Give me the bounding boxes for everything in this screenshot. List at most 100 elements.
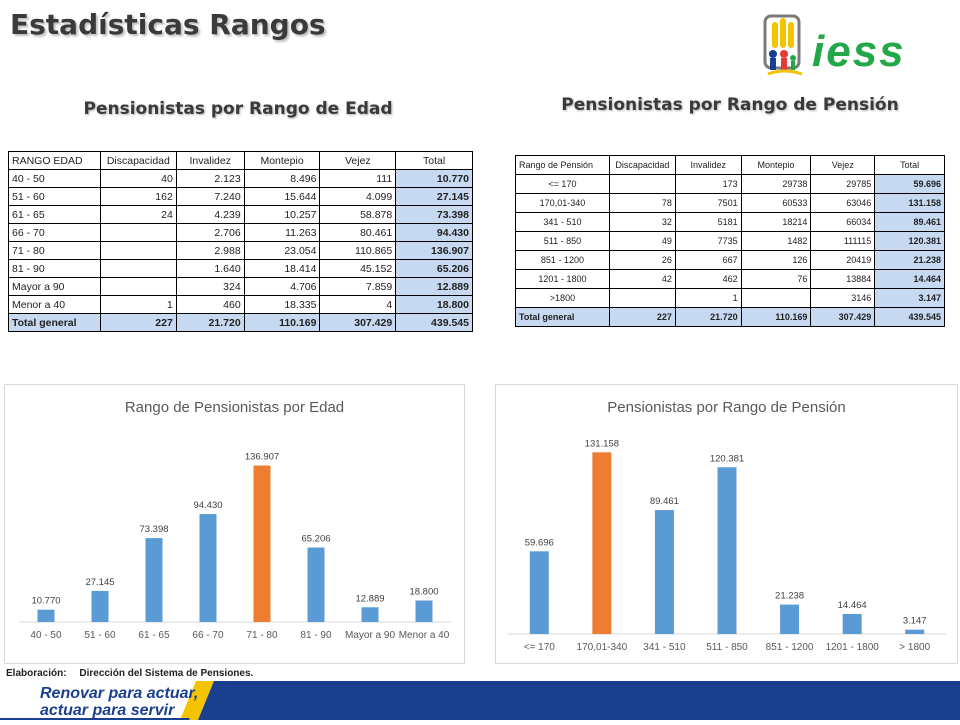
- bar: [37, 609, 55, 622]
- pension-table-cell: 63046: [810, 193, 876, 213]
- pension-table-cell: 7735: [674, 231, 742, 251]
- data-label: 131.158: [585, 438, 619, 449]
- edad-table-row: 51 - 60 162 7.240 15.644 4.099 27.145: [8, 187, 473, 206]
- data-label: 136.907: [245, 452, 279, 463]
- data-label: 59.696: [525, 537, 554, 548]
- pension-table-cell: 18214: [740, 212, 812, 232]
- edad-table-row: 61 - 65 24 4.239 10.257 58.878 73.398: [8, 205, 473, 224]
- bar: [253, 465, 271, 622]
- bar: [842, 613, 862, 634]
- pension-table-cell: 341 - 510: [515, 212, 610, 232]
- x-tick-label: 1201 - 1800: [825, 642, 879, 653]
- pension-table-cell: 3146: [810, 288, 876, 308]
- pension-table-row: <= 170 173 29738 29785 59.696: [515, 174, 945, 194]
- pension-header-row: Rango de Pensión Discapacidad Invalidez Mon…: [515, 155, 945, 175]
- edad-chart: Rango de Pensionistas por Edad 10.770 40 …: [4, 384, 465, 664]
- edad-header-cell: Discapacidad: [99, 151, 177, 170]
- pension-table-cell: 29785: [810, 174, 876, 194]
- data-label: 94.430: [193, 500, 222, 511]
- x-tick-label: 851 - 1200: [766, 642, 814, 653]
- bar: [780, 604, 800, 634]
- pension-header-cell: Discapacidad: [608, 155, 676, 175]
- x-tick-label: <= 170: [524, 642, 556, 653]
- x-tick-label: 71 - 80: [246, 630, 278, 641]
- pension-total-cell: 307.429: [810, 307, 876, 327]
- pension-table-cell: 60533: [740, 193, 812, 213]
- pension-table-cell: 20419: [810, 250, 876, 270]
- iess-logo: iess: [760, 8, 950, 82]
- pension-chart: Pensionistas por Rango de Pensión 59.696…: [495, 384, 958, 664]
- edad-table-cell: 162: [99, 187, 177, 206]
- pension-total-cell: 21.720: [674, 307, 742, 327]
- edad-total-row: Total general 227 21.720 110.169 307.429 439.…: [8, 313, 473, 332]
- pension-table-cell: 13884: [810, 269, 876, 289]
- edad-header-cell: Montepio: [243, 151, 321, 170]
- edad-table-cell: 136.907: [395, 241, 473, 260]
- edad-table-cell: 18.800: [395, 295, 473, 314]
- pension-table-cell: >1800: [515, 288, 610, 308]
- edad-table-cell: 15.644: [243, 187, 321, 206]
- edad-total-cell: Total general: [8, 313, 101, 332]
- pension-table-cell: [608, 174, 676, 194]
- source-note-label: Elaboración:: [6, 668, 67, 679]
- edad-table-cell: [99, 241, 177, 260]
- edad-total-cell: 227: [99, 313, 177, 332]
- page-title: Estadísticas Rangos: [10, 8, 326, 41]
- bar: [905, 629, 925, 634]
- edad-table-cell: [99, 259, 177, 278]
- edad-table-cell: 40: [99, 169, 177, 188]
- pension-total-cell: 439.545: [874, 307, 945, 327]
- edad-table-cell: 10.770: [395, 169, 473, 188]
- pension-table-cell: 78: [608, 193, 676, 213]
- edad-header-cell: Vejez: [319, 151, 397, 170]
- pension-table: Rango de Pensión Discapacidad Invalidez Mon…: [515, 155, 945, 327]
- pension-table-cell: 49: [608, 231, 676, 251]
- edad-table-cell: 58.878: [319, 205, 397, 224]
- edad-table-cell: [99, 223, 177, 242]
- edad-table-cell: 94.430: [395, 223, 473, 242]
- pension-table-cell: 26: [608, 250, 676, 270]
- pension-table-cell: <= 170: [515, 174, 610, 194]
- edad-table-cell: 23.054: [243, 241, 321, 260]
- edad-table-cell: 40 - 50: [8, 169, 101, 188]
- edad-table-cell: 24: [99, 205, 177, 224]
- pension-table-cell: 1: [674, 288, 742, 308]
- bar: [717, 467, 737, 634]
- edad-header-cell: Invalidez: [175, 151, 245, 170]
- pension-table-row: 170,01-340 78 7501 60533 63046 131.158: [515, 193, 945, 213]
- edad-table-row: 81 - 90 1.640 18.414 45.152 65.206: [8, 259, 473, 278]
- source-note-text: Dirección del Sistema de Pensiones.: [79, 668, 254, 679]
- pension-table-cell: 66034: [810, 212, 876, 232]
- pension-table-row: 1201 - 1800 42 462 76 13884 14.464: [515, 269, 945, 289]
- edad-table-cell: 73.398: [395, 205, 473, 224]
- pension-header-cell: Rango de Pensión: [515, 155, 610, 175]
- pension-table-cell: 120.381: [874, 231, 945, 251]
- x-tick-label: 61 - 65: [138, 630, 170, 641]
- data-label: 65.206: [301, 533, 330, 544]
- edad-table-cell: 1: [99, 295, 177, 314]
- bar: [654, 510, 674, 634]
- edad-total-cell: 110.169: [243, 313, 321, 332]
- edad-table-row: 40 - 50 40 2.123 8.496 111 10.770: [8, 169, 473, 188]
- edad-table-cell: 18.335: [243, 295, 321, 314]
- bar: [307, 547, 325, 622]
- pension-table-cell: 511 - 850: [515, 231, 610, 251]
- x-tick-label: 40 - 50: [30, 630, 62, 641]
- edad-table-cell: 71 - 80: [8, 241, 101, 260]
- edad-table-cell: 81 - 90: [8, 259, 101, 278]
- pension-section-title: Pensionistas por Rango de Pensión: [561, 95, 899, 115]
- edad-header-cell: RANGO EDAD: [8, 151, 101, 170]
- pension-header-cell: Montepio: [740, 155, 812, 175]
- pension-table-cell: 59.696: [874, 174, 945, 194]
- edad-table-row: Mayor a 90 324 4.706 7.859 12.889: [8, 277, 473, 296]
- iess-logo-graphic: iess: [763, 14, 904, 76]
- data-label: 14.464: [838, 600, 867, 611]
- edad-table-cell: Mayor a 90: [8, 277, 101, 296]
- edad-section-title: Pensionistas por Rango de Edad: [83, 99, 393, 119]
- data-label: 120.381: [710, 453, 744, 464]
- data-label: 27.145: [85, 577, 114, 588]
- pension-table-cell: 7501: [674, 193, 742, 213]
- edad-table-cell: [99, 277, 177, 296]
- edad-table-cell: 1.640: [175, 259, 245, 278]
- bar: [529, 551, 549, 634]
